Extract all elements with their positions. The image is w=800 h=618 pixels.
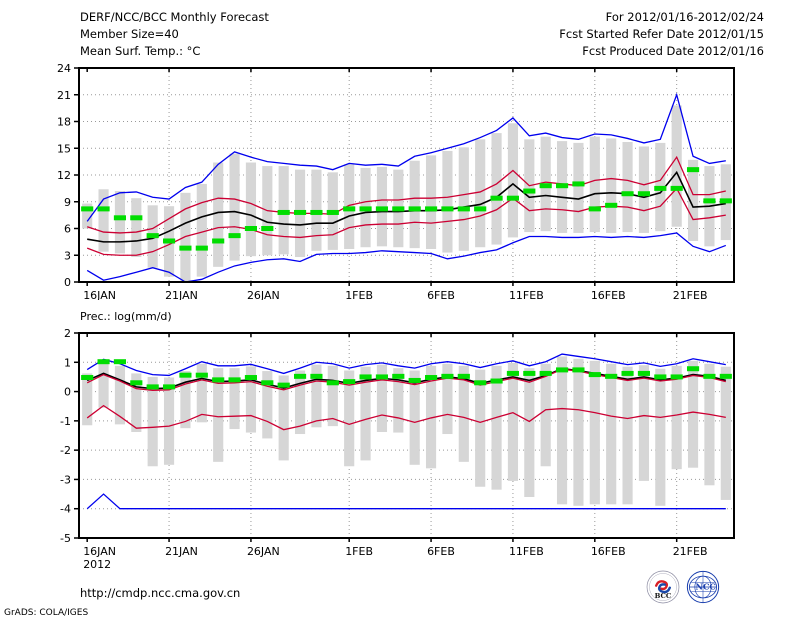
fcst-start-date-label: Fcst Started Refer Date 2012/01/15 (559, 27, 764, 41)
svg-text:24: 24 (57, 62, 71, 75)
svg-text:6FEB: 6FEB (427, 545, 455, 558)
grads-credit: GrADS: COLA/IGES (4, 608, 89, 618)
svg-text:-2: -2 (60, 444, 71, 457)
series-max (86, 92, 726, 222)
x-axis: 16JAN21JAN26JAN1FEB6FEB11FEB16FEB21FEB20… (83, 68, 708, 300)
y-axis: -5 -4 -3 -2 -1 0 1 2 (60, 327, 79, 545)
plot-frame (78, 332, 735, 539)
series-ensemble_mean (87, 170, 726, 243)
series-floor (86, 493, 726, 510)
svg-text:-5: -5 (60, 532, 71, 545)
svg-text:1FEB: 1FEB (345, 545, 373, 558)
svg-text:1FEB: 1FEB (345, 289, 373, 300)
svg-text:2: 2 (64, 327, 71, 340)
series-max (86, 353, 726, 377)
precip-panel-title: Prec.: log(mm/d) (80, 310, 172, 323)
x-axis: 16JAN 21JAN 26JAN 1FEB 6FEB 11FEB 16FEB 21FEB 20… (83, 333, 708, 570)
svg-text:1: 1 (64, 356, 71, 369)
svg-text:11FEB: 11FEB (509, 545, 544, 558)
svg-text:21FEB: 21FEB (673, 545, 708, 558)
svg-text:16FEB: 16FEB (591, 289, 626, 300)
spread-bars (82, 356, 731, 506)
climatology-marks (81, 167, 732, 251)
source-url[interactable]: http://cmdp.ncc.cma.gov.cn (80, 586, 241, 600)
svg-text:0: 0 (64, 276, 71, 289)
svg-text:-1: -1 (60, 415, 71, 428)
svg-text:18: 18 (57, 116, 71, 129)
series-lower_quartile (86, 187, 726, 256)
svg-text:16JAN: 16JAN (83, 545, 116, 558)
svg-text:15: 15 (57, 142, 71, 155)
svg-text:12: 12 (57, 169, 71, 182)
svg-text:26JAN: 26JAN (247, 545, 280, 558)
fcst-produced-date-label: Fcst Produced Date 2012/01/16 (582, 44, 764, 58)
forecast-period-label: For 2012/01/16-2012/02/24 (605, 10, 764, 24)
precipitation-panel: -5 -4 -3 -2 -1 0 1 2 16JAN 21JAN 26JAN 1FEB 6FEB 11FE… (60, 327, 735, 570)
gridlines (79, 68, 734, 282)
member-size-label: Member Size=40 (80, 27, 179, 41)
svg-text:16FEB: 16FEB (591, 545, 626, 558)
temp-units-label: Mean Surf. Temp.: °C (80, 44, 201, 58)
svg-text:-3: -3 (60, 473, 71, 486)
climatology-marks (81, 359, 732, 390)
chart-title: DERF/NCC/BCC Monthly Forecast (80, 10, 269, 24)
temperature-panel: 0 3 6 9 12 15 18 21 24 16JAN 21JAN 26JAN 1FEB 6FEB 11F… (57, 62, 735, 300)
svg-text:26JAN: 26JAN (247, 289, 280, 300)
series-min (86, 404, 726, 431)
y-axis: 0 3 6 9 12 15 18 21 24 (57, 62, 79, 289)
svg-text:3: 3 (64, 249, 71, 262)
svg-text:11FEB: 11FEB (509, 289, 544, 300)
series-ensemble_mean (86, 367, 727, 390)
svg-text:21JAN: 21JAN (165, 289, 198, 300)
bcc-logo-icon: BCC (646, 570, 680, 604)
svg-text:6FEB: 6FEB (427, 289, 455, 300)
ncc-logo-icon: NCC (686, 570, 720, 604)
svg-text:21FEB: 21FEB (673, 289, 708, 300)
svg-text:BCC: BCC (655, 592, 672, 600)
svg-text:NCC: NCC (695, 582, 716, 592)
svg-text:21JAN: 21JAN (165, 545, 198, 558)
series-min (86, 232, 727, 283)
svg-text:9: 9 (64, 196, 71, 209)
svg-text:-4: -4 (60, 503, 71, 516)
svg-text:16JAN: 16JAN (83, 289, 116, 300)
svg-text:2012: 2012 (83, 558, 111, 570)
series-upper_quartile (86, 155, 726, 234)
svg-text:0: 0 (64, 386, 71, 399)
svg-text:21: 21 (57, 89, 71, 102)
svg-text:6: 6 (64, 223, 71, 236)
series-lower_quartile (86, 368, 726, 392)
